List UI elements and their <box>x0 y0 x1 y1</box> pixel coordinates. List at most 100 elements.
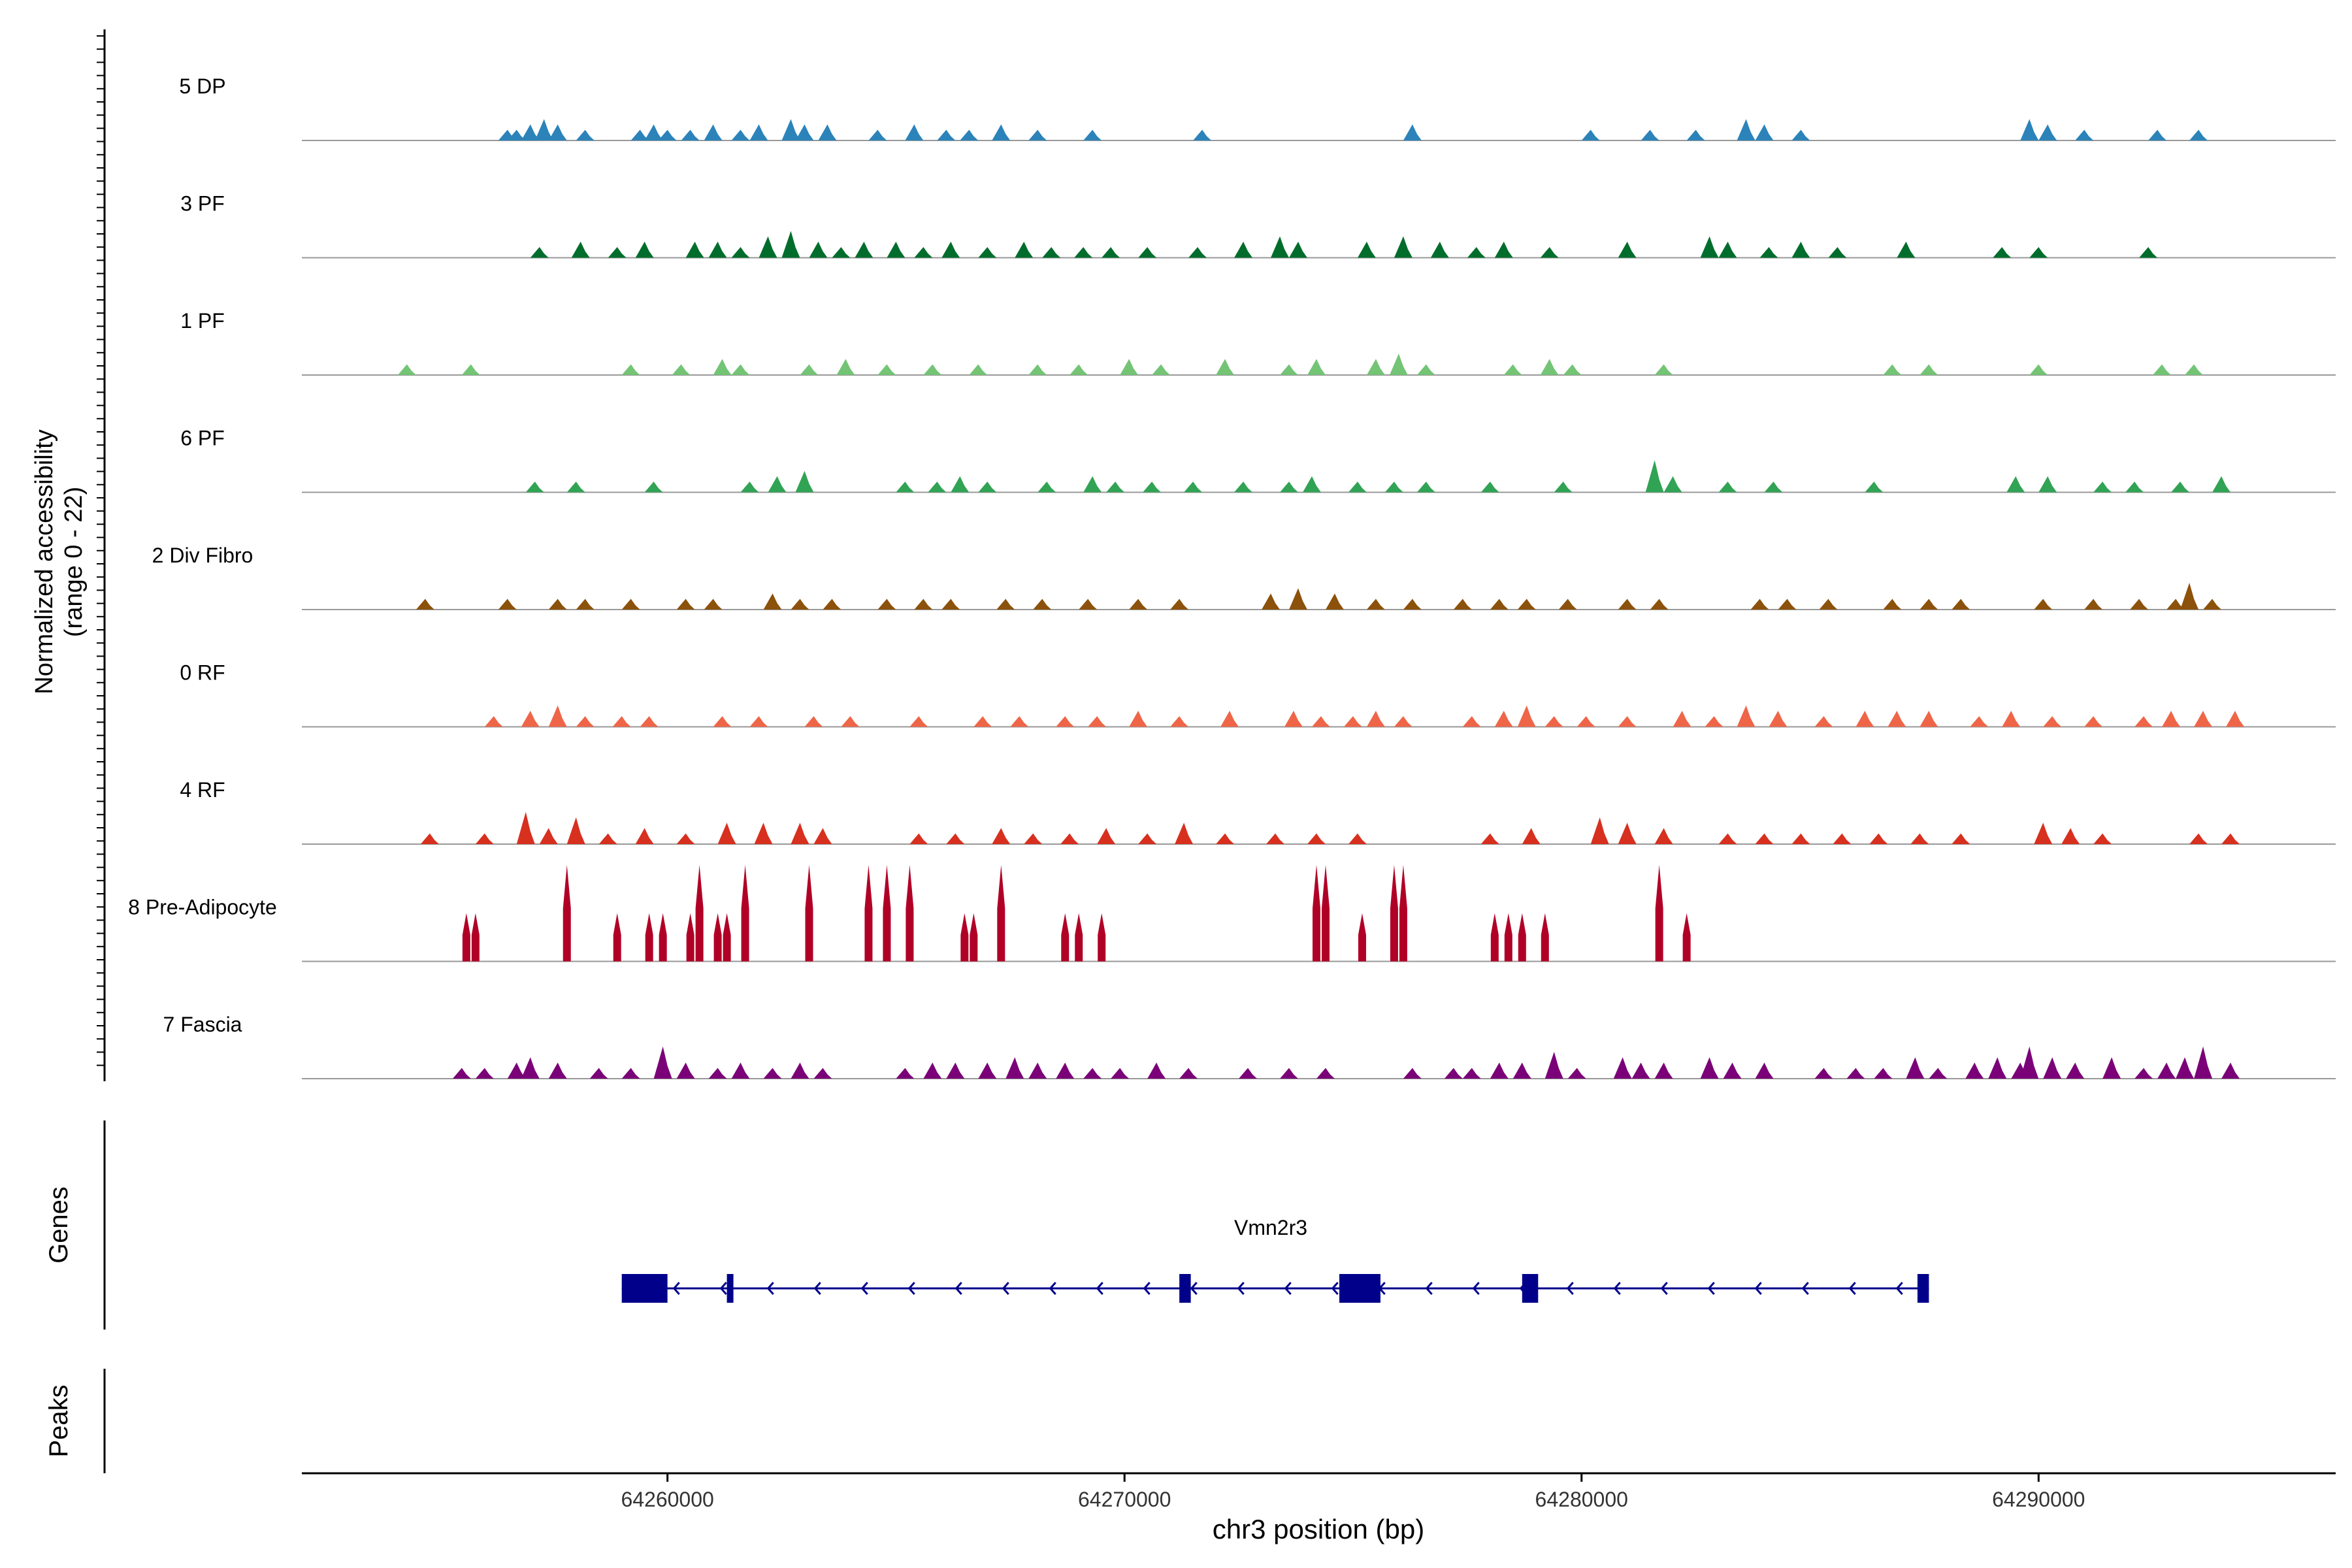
coverage-peak <box>1631 1062 1650 1079</box>
coverage-peak <box>2221 1062 2240 1079</box>
x-axis-label: chr3 position (bp) <box>1213 1514 1425 1544</box>
coverage-peak <box>621 364 640 375</box>
coverage-peak <box>644 482 663 493</box>
coverage-peak <box>1897 241 1916 258</box>
track-label: 5 DP <box>179 74 225 98</box>
coverage-peak <box>516 811 535 844</box>
coverage-peak <box>1467 247 1486 258</box>
gene-strand-arrow <box>1801 1282 1809 1295</box>
track-8-pre-adipocyte: 8 Pre-Adipocyte <box>128 864 2336 962</box>
coverage-peak <box>1855 710 1874 727</box>
coverage-peak <box>823 598 841 610</box>
coverage-peak <box>2189 833 2208 844</box>
coverage-peak <box>946 1062 965 1079</box>
gene-strand-arrow <box>672 1282 680 1295</box>
coverage-peak <box>571 241 590 258</box>
coverage-peak <box>1791 129 1810 140</box>
coverage-peak <box>2034 823 2053 844</box>
coverage-peak <box>896 482 915 493</box>
coverage-peak <box>1828 247 1847 258</box>
coverage-peak <box>1544 1052 1563 1079</box>
coverage-peak <box>1389 353 1408 375</box>
coverage-peak <box>1755 1062 1774 1079</box>
coverage-peak <box>1618 716 1637 727</box>
coverage-peak <box>2020 1046 2039 1079</box>
gene-strand-arrow <box>1002 1282 1009 1295</box>
coverage-peak <box>1791 241 1810 258</box>
coverage-peak <box>1700 236 1719 258</box>
coverage-peak <box>813 828 832 844</box>
coverage-peak <box>676 1062 695 1079</box>
coverage-peak <box>2075 129 2094 140</box>
coverage-peak <box>2148 129 2167 140</box>
coverage-peak <box>1655 864 1663 962</box>
track-7-fascia: 7 Fascia <box>163 1013 2336 1079</box>
gene-strand-arrow <box>1754 1282 1762 1295</box>
coverage-peak <box>1512 1062 1531 1079</box>
coverage-peak <box>1234 482 1253 493</box>
track-label: 4 RF <box>180 778 225 802</box>
coverage-peak <box>1919 598 1938 610</box>
gene-exon <box>1917 1274 1929 1303</box>
coverage-peak <box>781 231 800 258</box>
coverage-peak <box>1106 482 1125 493</box>
coverage-peak <box>635 828 654 844</box>
coverage-peak <box>640 716 659 727</box>
gene-strand-arrow <box>1425 1282 1433 1295</box>
coverage-peak <box>1673 710 1691 727</box>
coverage-peak <box>2125 482 2144 493</box>
coverage-peak <box>507 1062 526 1079</box>
coverage-peak <box>1357 241 1376 258</box>
coverage-peak <box>1759 247 1778 258</box>
coverage-peak <box>1618 598 1637 610</box>
coverage-peak <box>576 716 595 727</box>
coverage-peak <box>1883 598 1902 610</box>
coverage-peak <box>2176 1057 2195 1079</box>
coverage-peak <box>521 710 540 727</box>
coverage-peak <box>686 913 694 962</box>
coverage-peak <box>598 833 617 844</box>
coverage-peak <box>621 1068 640 1079</box>
coverage-peak <box>635 241 654 258</box>
gene-strand-arrow <box>1895 1282 1903 1295</box>
coverage-peak <box>1718 482 1737 493</box>
coverage-peak <box>1988 1057 2007 1079</box>
y-axis-label: Normalized accessibility <box>31 429 58 694</box>
coverage-peak <box>1952 833 1970 844</box>
gene-strand-arrow <box>860 1282 868 1295</box>
coverage-peak <box>2038 124 2057 140</box>
coverage-peak <box>1348 833 1367 844</box>
coverage-peak <box>1079 598 1098 610</box>
coverage-peak <box>1650 598 1669 610</box>
coverage-peak <box>1289 241 1308 258</box>
gene-strand-arrow <box>813 1282 821 1295</box>
coverage-peak <box>717 823 736 844</box>
coverage-peak <box>1188 247 1207 258</box>
coverage-peak <box>521 124 540 140</box>
track-label: 2 Div Fibro <box>152 544 253 567</box>
coverage-peak <box>791 1062 809 1079</box>
coverage-peak <box>2153 364 2172 375</box>
coverage-peak <box>1120 359 1139 375</box>
coverage-peak <box>1042 247 1061 258</box>
coverage-peak <box>2194 710 2213 727</box>
coverage-peak <box>1494 241 1513 258</box>
coverage-peak <box>539 828 558 844</box>
coverage-peak <box>978 1062 997 1079</box>
coverage-peak <box>1325 593 1344 610</box>
coverage-peak <box>1271 236 1290 258</box>
coverage-peak <box>659 913 667 962</box>
gene-strand-arrow <box>1284 1282 1292 1295</box>
coverage-peak <box>1618 823 1637 844</box>
coverage-peak <box>1737 119 1756 140</box>
coverage-peak <box>566 482 585 493</box>
coverage-peak <box>768 476 787 493</box>
coverage-peak <box>475 833 494 844</box>
coverage-peak <box>864 864 873 962</box>
coverage-peak <box>928 482 947 493</box>
coverage-peak <box>498 598 517 610</box>
coverage-peak <box>1887 710 1906 727</box>
coverage-peak <box>800 364 819 375</box>
coverage-peak <box>461 364 480 375</box>
coverage-peak <box>763 593 782 610</box>
